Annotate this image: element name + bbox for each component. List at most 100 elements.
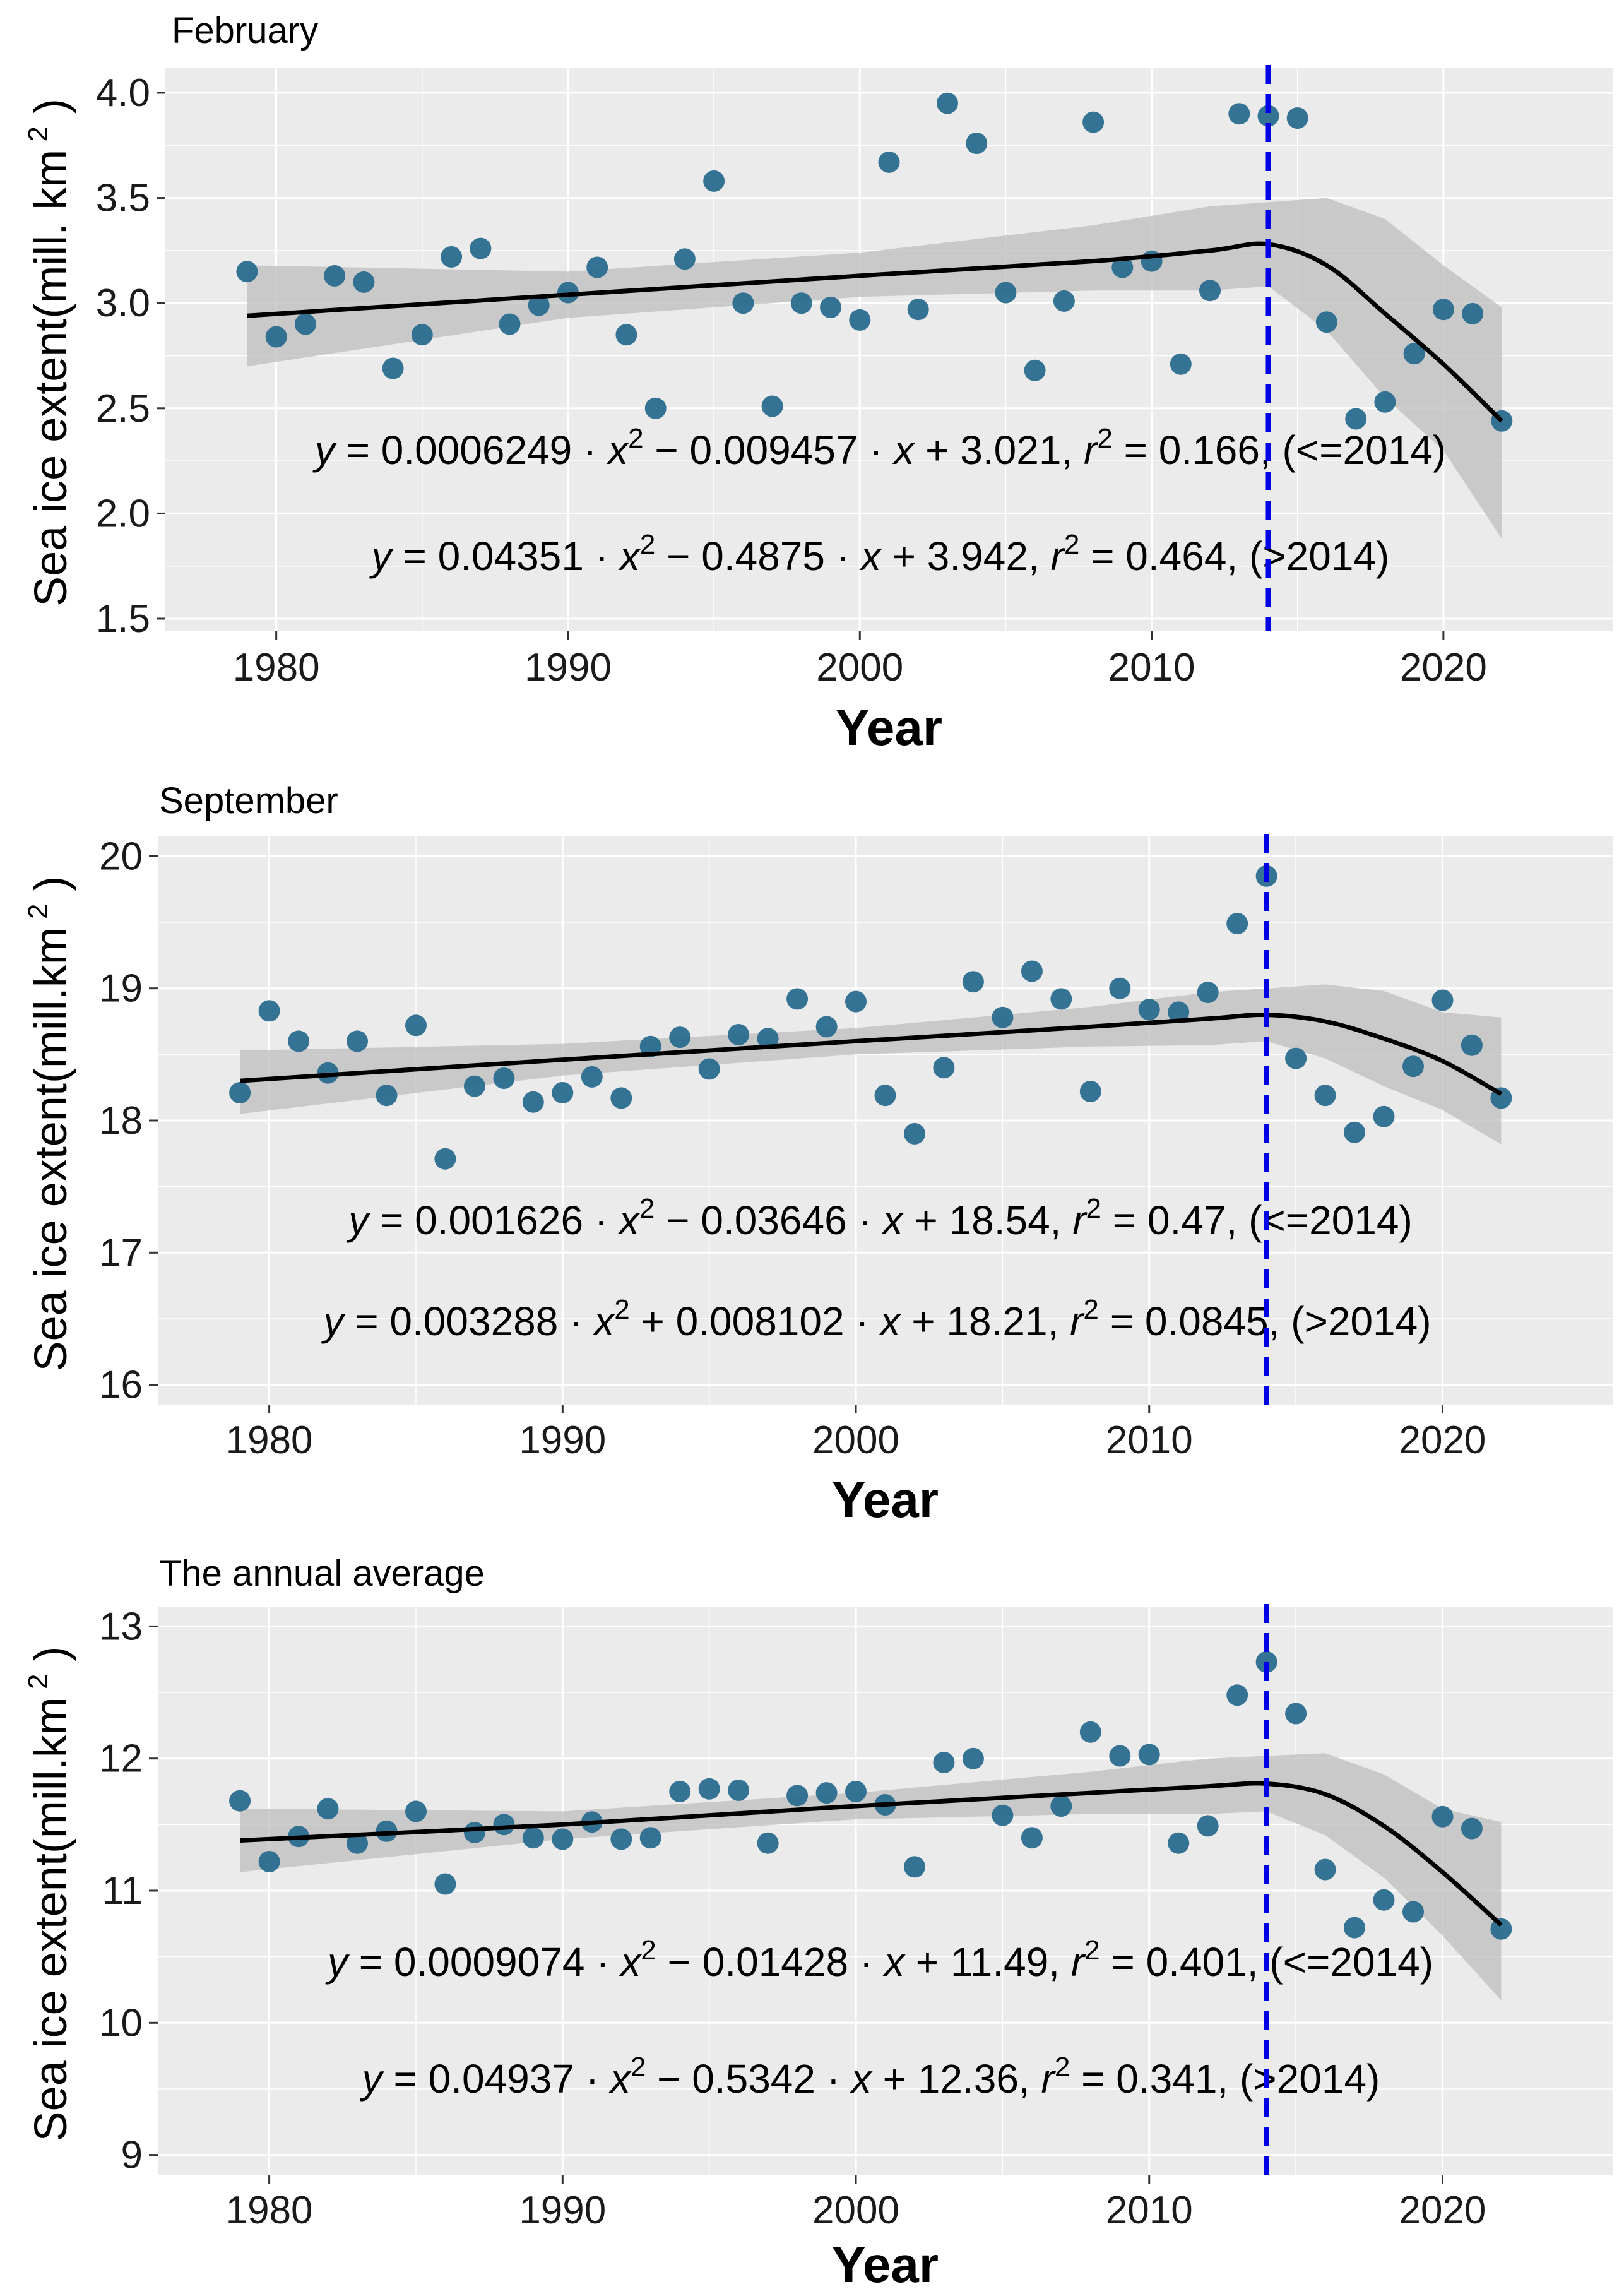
- panel3-data-point: [317, 1798, 339, 1820]
- eq-r2-value: = 0.341, (>2014): [1070, 2056, 1380, 2102]
- eq-x: x: [608, 2056, 632, 2102]
- panel3-tick-label-x: 2010: [1106, 2189, 1193, 2232]
- panel2-data-point: [258, 1000, 280, 1022]
- panel1-data-point: [1374, 391, 1396, 413]
- panel3-tick-label-y: 11: [102, 1869, 143, 1913]
- eq-const: + 18.21,: [900, 1299, 1070, 1344]
- panel3-data-point: [376, 1820, 398, 1842]
- panel2-data-point: [786, 988, 809, 1010]
- panel2-data-point: [1402, 1055, 1424, 1078]
- panel1-data-point: [1462, 302, 1484, 324]
- panel1-data-point: [324, 265, 346, 287]
- panel1-data-point: [265, 326, 287, 348]
- y-axis-title-sup: 2: [23, 126, 54, 150]
- eq-coef2: = 0.04351 ·: [392, 533, 620, 579]
- panel2-data-point: [1285, 1047, 1307, 1069]
- panel1-confidence-ribbon: [247, 198, 1502, 539]
- panel3-data-point: [669, 1781, 691, 1802]
- panel3-equation-2: y = 0.04937 · x2 − 0.5342 · x + 12.36, r…: [360, 2052, 1380, 2102]
- panel2-data-point: [1226, 913, 1248, 935]
- panel3-data-point: [845, 1781, 867, 1802]
- panel1-data-point: [615, 324, 637, 346]
- y-axis-title-sup: 2: [23, 1674, 54, 1697]
- panel3-chart: 1980 1990 2000 2010 2020 9 10 11 12 13 y = 0.00090…: [23, 1553, 1613, 2289]
- panel1-data-point: [1199, 280, 1221, 302]
- panel3-tick-label-x: 2000: [812, 2189, 899, 2232]
- panel2-data-point: [1314, 1085, 1336, 1107]
- panel1-data-point: [703, 170, 725, 192]
- panel3-data-point: [786, 1785, 809, 1807]
- panel3-data-point: [698, 1778, 720, 1800]
- y-axis-title-close: ): [26, 98, 76, 126]
- panel3-data-point: [1050, 1795, 1072, 1817]
- panel1-data-point: [1286, 107, 1308, 129]
- panel3-data-point: [229, 1790, 251, 1812]
- panel2-data-point: [1021, 960, 1043, 982]
- panel1-tick-label-y: 3.5: [96, 177, 150, 220]
- panel2-data-point: [376, 1085, 398, 1107]
- panel2-data-point: [757, 1028, 779, 1050]
- panel3-data-point: [493, 1814, 515, 1836]
- panel2-data-point: [463, 1075, 485, 1097]
- panel2-data-point: [1168, 1001, 1190, 1023]
- eq-r: r: [1070, 1299, 1085, 1344]
- panel2-tick-label-x: 1990: [519, 1418, 606, 1462]
- panel2-data-point: [815, 1016, 838, 1038]
- panel3-tick-label-y: 9: [121, 2134, 143, 2177]
- eq-const: + 3.942,: [881, 533, 1051, 579]
- panel2-data-point: [1373, 1105, 1395, 1127]
- panel3-tick-label-y: 13: [99, 1605, 143, 1648]
- eq-exp: 2: [631, 2052, 646, 2083]
- panel3-data-point: [1021, 1827, 1043, 1849]
- panel2-y-axis-title: Sea ice extent(mill.km 2 ): [23, 876, 76, 1372]
- panel2-equation-1: y = 0.001626 · x2 − 0.03646 · x + 18.54,…: [346, 1193, 1413, 1243]
- panel2-tick-label-x: 1980: [226, 1418, 313, 1462]
- panel1-data-point: [353, 271, 375, 293]
- eq-y: y: [369, 533, 394, 579]
- panel1-title: February: [172, 10, 318, 51]
- panel1-data-point: [236, 261, 258, 283]
- panel1-tick-label-y: 2.0: [96, 492, 150, 535]
- panel1-data-point: [1432, 299, 1454, 321]
- panel2-chart: 1980 1990 2000 2010 2020 16 17 18 19 20 y = 0.0016…: [23, 780, 1613, 1528]
- panel2-tick-label-x: 2010: [1106, 1418, 1193, 1462]
- panel2-data-point: [1109, 977, 1131, 999]
- panel1-tick-label-x: 2000: [816, 646, 903, 689]
- eq-coef1: − 0.009457 ·: [644, 427, 894, 473]
- eq-y: y: [321, 1299, 346, 1344]
- panel3-data-point: [1109, 1745, 1131, 1767]
- panel2-tick-label-y: 19: [99, 967, 143, 1011]
- eq-r2-value: = 0.47, (<=2014): [1101, 1198, 1413, 1243]
- panel2-data-point: [669, 1026, 691, 1049]
- panel3-x-axis-title: Year: [832, 2237, 939, 2289]
- panel1-y-axis-title: Sea ice extent(mill. km 2 ): [23, 98, 76, 607]
- panel1-data-point: [1257, 105, 1279, 127]
- eq-r-exp: 2: [1086, 1193, 1101, 1224]
- panel1-data-point: [1403, 343, 1425, 365]
- eq-r-exp: 2: [1064, 529, 1079, 560]
- y-axis-title-text: Sea ice extent(mill.km: [26, 1697, 76, 2141]
- eq-coef1: − 0.4875 ·: [655, 533, 861, 579]
- panel2-trend-line: [239, 1013, 1503, 1097]
- panel2-tick-label-y: 20: [99, 835, 143, 878]
- y-axis-title-text: Sea ice extent(mill.km: [26, 927, 76, 1371]
- eq-coef2: = 0.0009074 ·: [348, 1939, 620, 1985]
- panel3-data-point: [1285, 1703, 1307, 1725]
- panel1-tick-label-y: 2.5: [96, 387, 150, 431]
- panel3-equation-1: y = 0.0009074 · x2 − 0.01428 · x + 11.49…: [325, 1935, 1433, 1985]
- eq-coef2: = 0.04937 ·: [382, 2056, 610, 2102]
- panel3-data-point: [1461, 1817, 1483, 1840]
- panel1-data-point: [907, 299, 929, 321]
- panel2-data-point: [288, 1030, 310, 1052]
- panel3-data-point: [904, 1856, 925, 1878]
- eq-r-exp: 2: [1084, 1935, 1099, 1966]
- eq-y: y: [325, 1939, 350, 1985]
- panel2-data-point: [904, 1122, 925, 1144]
- panel2-data-point: [552, 1082, 574, 1103]
- eq-x: x: [882, 1939, 906, 1985]
- panel2-data-point: [992, 1006, 1014, 1028]
- eq-r2-value: = 0.464, (>2014): [1079, 533, 1389, 579]
- panel3-tick-label-y: 10: [99, 2001, 143, 2045]
- panel1-data-point: [499, 313, 521, 335]
